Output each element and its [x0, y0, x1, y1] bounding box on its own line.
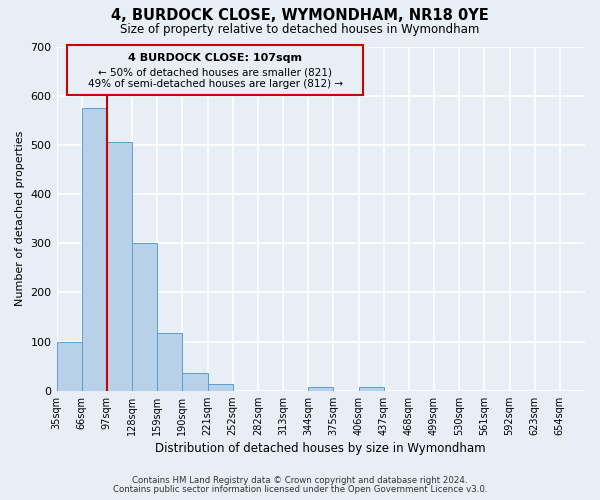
Bar: [308, 387, 334, 390]
Text: 4, BURDOCK CLOSE, WYMONDHAM, NR18 0YE: 4, BURDOCK CLOSE, WYMONDHAM, NR18 0YE: [111, 8, 489, 22]
Text: 4 BURDOCK CLOSE: 107sqm: 4 BURDOCK CLOSE: 107sqm: [128, 54, 302, 64]
Bar: [82, 108, 107, 391]
X-axis label: Distribution of detached houses by size in Wymondham: Distribution of detached houses by size …: [155, 442, 486, 455]
Text: Contains public sector information licensed under the Open Government Licence v3: Contains public sector information licen…: [113, 485, 487, 494]
FancyBboxPatch shape: [67, 45, 363, 94]
Bar: [182, 372, 208, 390]
Text: Size of property relative to detached houses in Wymondham: Size of property relative to detached ho…: [121, 22, 479, 36]
Bar: [107, 142, 132, 390]
Text: 49% of semi-detached houses are larger (812) →: 49% of semi-detached houses are larger (…: [88, 79, 343, 89]
Bar: [132, 243, 157, 390]
Y-axis label: Number of detached properties: Number of detached properties: [15, 131, 25, 306]
Bar: [359, 387, 383, 390]
Text: ← 50% of detached houses are smaller (821): ← 50% of detached houses are smaller (82…: [98, 67, 332, 77]
Bar: [157, 332, 182, 390]
Bar: [56, 342, 82, 390]
Text: Contains HM Land Registry data © Crown copyright and database right 2024.: Contains HM Land Registry data © Crown c…: [132, 476, 468, 485]
Bar: [208, 384, 233, 390]
